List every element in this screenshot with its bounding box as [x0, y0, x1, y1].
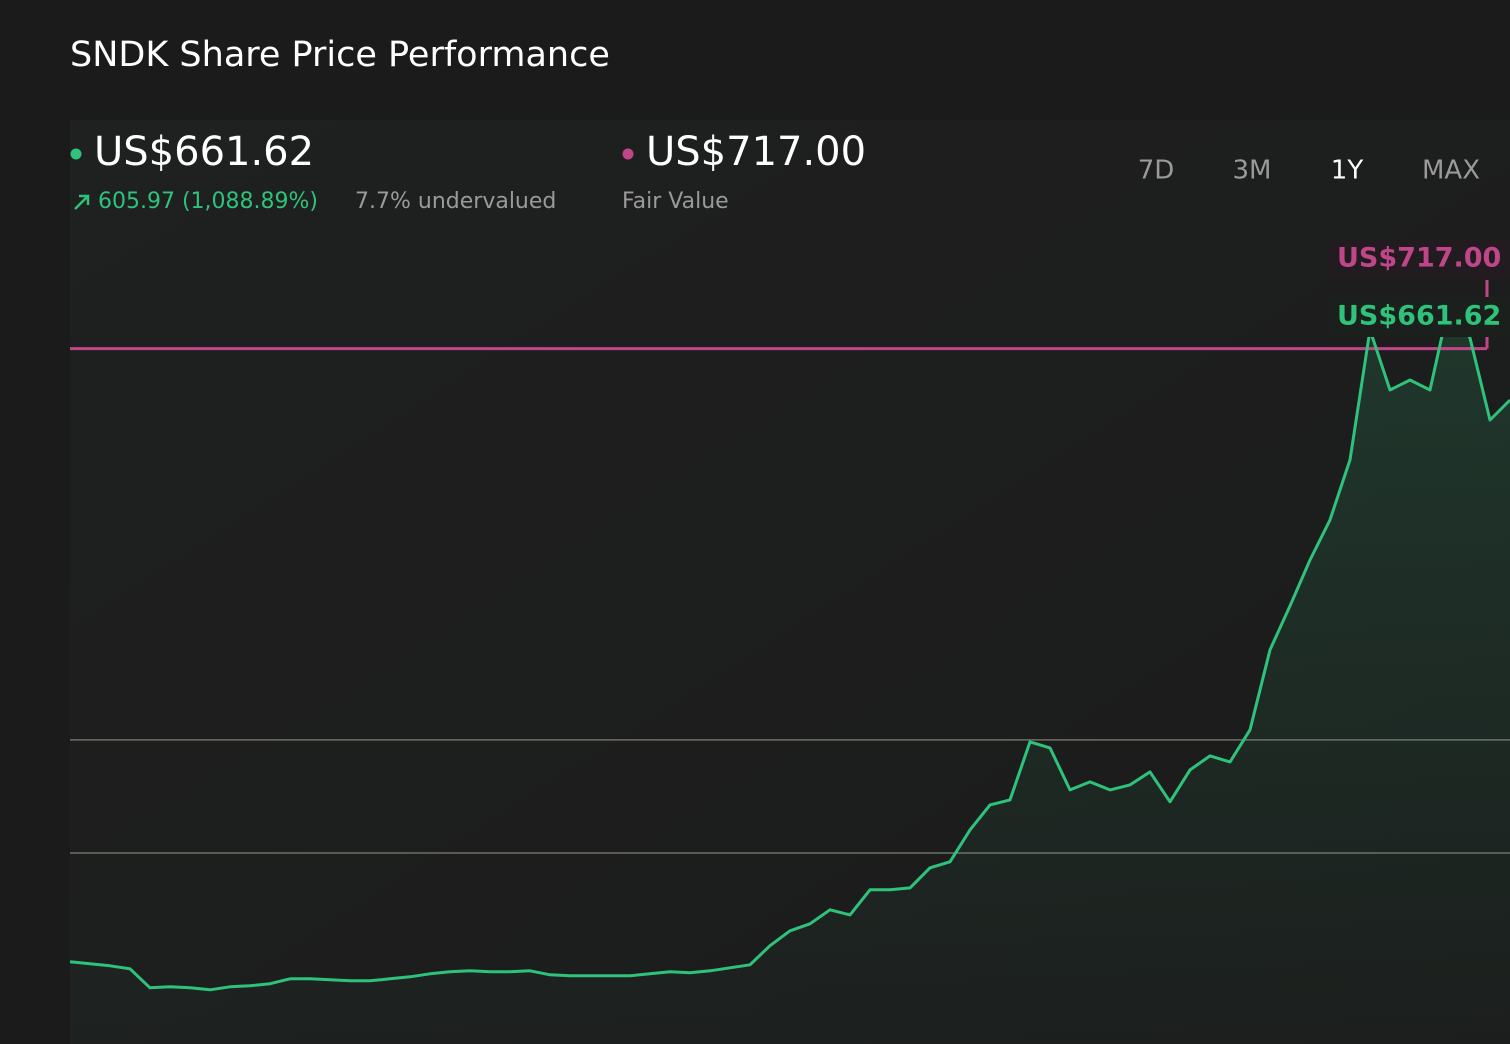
fair-value-label: US$717.00: [646, 129, 866, 175]
fair-value-tag-label: US$717.00: [1337, 243, 1501, 274]
fair-value-tag: [1327, 239, 1510, 279]
range-button[interactable]: MAX: [1422, 156, 1480, 186]
range-button[interactable]: 1Y: [1331, 156, 1364, 186]
price-dot: [70, 148, 82, 160]
fair-value-caption: Fair Value: [622, 189, 729, 214]
price-change: 605.97 (1,088.89%): [98, 189, 318, 214]
up-arrow: [74, 194, 90, 210]
price-line: [69, 298, 1510, 992]
price-area: [70, 300, 1510, 1044]
range-button[interactable]: 3M: [1233, 156, 1272, 186]
plot: 7D 3M 1Y MAX US$717.00 US$661.62: [69, 156, 1510, 1044]
fair-value-dot: [622, 148, 634, 160]
price-label: US$661.62: [94, 129, 314, 175]
chart-title: SNDK Share Price Performance: [70, 35, 610, 75]
valuation: 7.7% undervalued: [355, 189, 556, 214]
price-tag-label: US$661.62: [1337, 301, 1501, 332]
range-button[interactable]: 7D: [1138, 156, 1175, 186]
price-tag: [1327, 297, 1510, 337]
